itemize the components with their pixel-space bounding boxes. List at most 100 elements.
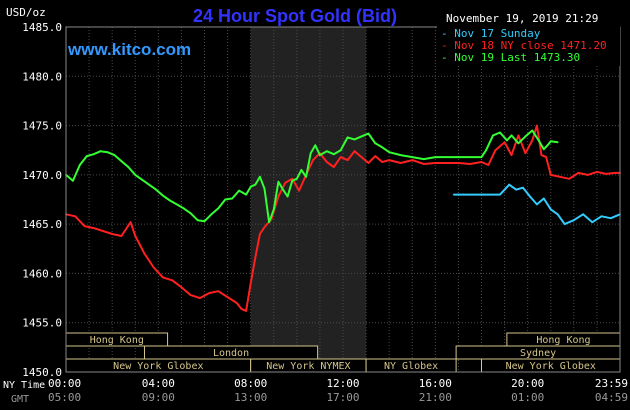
data-point [614, 172, 617, 174]
data-point [92, 153, 95, 156]
data-point [547, 143, 550, 146]
data-point [148, 183, 151, 186]
data-point [309, 152, 312, 155]
data-point [381, 146, 384, 149]
data-point [591, 221, 594, 224]
data-point [582, 213, 584, 216]
data-point [78, 164, 81, 166]
data-point [485, 149, 487, 152]
sessions-layer: Hong Kong London New York Globex New York N… [65, 332, 621, 373]
data-point [381, 161, 384, 163]
data-point [388, 159, 391, 162]
data-point [127, 166, 130, 168]
data-point [134, 235, 137, 237]
x-tick-label-gmt: 21:00 [419, 391, 452, 404]
data-point [291, 179, 294, 182]
data-point [199, 297, 201, 299]
data-point [332, 166, 335, 168]
data-point [312, 159, 314, 162]
data-point [360, 156, 363, 159]
data-point [480, 193, 483, 196]
x-tick-label-ny: 00:00 [48, 377, 81, 390]
data-point [422, 158, 425, 161]
data-point [162, 194, 164, 197]
data-point [367, 162, 370, 164]
data-point [434, 156, 437, 159]
data-point [152, 266, 155, 269]
data-point [245, 193, 248, 196]
data-point [120, 235, 123, 237]
data-point [143, 252, 146, 255]
data-point [559, 175, 561, 178]
data-point [99, 150, 102, 153]
data-point [284, 181, 287, 184]
data-point [517, 134, 520, 137]
data-point [487, 164, 490, 166]
data-point [515, 188, 517, 191]
data-point [374, 155, 377, 158]
data-point [499, 193, 501, 196]
x-tick-label-ny: 16:00 [419, 377, 452, 390]
data-point [277, 195, 280, 198]
data-point [609, 217, 612, 220]
data-point [489, 193, 492, 196]
data-point [536, 203, 538, 206]
data-point [189, 212, 192, 215]
data-point [300, 169, 303, 171]
data-point [245, 310, 248, 312]
data-point [189, 294, 192, 296]
session-label: NY Globex [384, 361, 438, 372]
data-point [217, 290, 220, 293]
data-point [254, 256, 257, 259]
data-point [113, 154, 116, 157]
x-axis-row-label-ny: NY Time [3, 380, 45, 391]
data-point [169, 199, 171, 202]
data-point [92, 227, 95, 230]
data-point [129, 221, 132, 224]
x-axis-row-label-gmt: GMT [11, 394, 29, 405]
data-point [446, 156, 448, 159]
data-point [499, 131, 501, 134]
y-tick-label: 1470.0 [22, 169, 62, 182]
data-point [346, 136, 349, 139]
x-tick-label-gmt: 01:00 [511, 391, 544, 404]
data-point [542, 148, 545, 151]
data-point [545, 156, 547, 159]
data-point [360, 135, 363, 138]
y-tick-label: 1480.0 [22, 70, 62, 83]
data-point [325, 150, 328, 153]
y-tick-label: 1485.0 [22, 21, 62, 34]
data-point [175, 203, 178, 206]
x-tick-label-ny: 04:00 [142, 377, 175, 390]
nymex-session-band [250, 27, 367, 372]
data-point [411, 159, 414, 162]
data-point [325, 161, 328, 163]
data-point [531, 139, 534, 142]
data-point [249, 185, 252, 188]
data-point [399, 154, 402, 157]
legend-entry-nov17: - Nov 17 Sunday [441, 27, 541, 40]
data-point [339, 156, 342, 159]
y-tick-label: 1465.0 [22, 218, 62, 231]
session-label: Hong Kong [90, 335, 144, 346]
data-point [268, 221, 270, 224]
data-point [353, 138, 356, 141]
data-point [524, 152, 527, 155]
data-point [510, 134, 513, 137]
data-point [238, 189, 241, 192]
data-point [469, 163, 471, 165]
data-point [549, 174, 552, 176]
data-point [346, 159, 349, 162]
data-point [295, 177, 298, 180]
data-point [556, 213, 559, 216]
data-point [422, 163, 425, 165]
data-point [480, 161, 483, 163]
data-point [605, 173, 607, 175]
data-point [522, 186, 524, 189]
data-point [434, 162, 437, 164]
data-point [272, 208, 275, 211]
y-tick-label: 1450.0 [22, 366, 62, 379]
data-point [538, 140, 541, 143]
data-point [182, 207, 185, 210]
data-point [210, 213, 213, 216]
